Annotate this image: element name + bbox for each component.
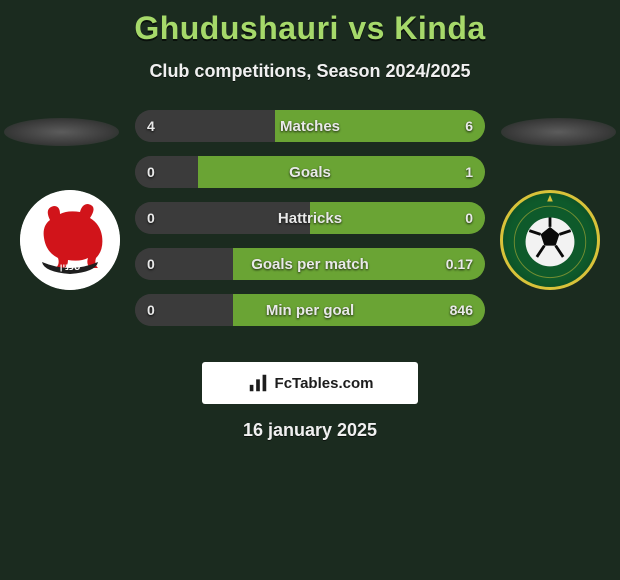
stat-bar-right bbox=[233, 294, 485, 326]
stat-row: Min per goal0846 bbox=[135, 294, 485, 326]
stat-row: Goals01 bbox=[135, 156, 485, 188]
club-crest-left: סכנין bbox=[20, 190, 120, 290]
maccabi-crest-icon bbox=[503, 193, 597, 287]
svg-text:סכנין: סכנין bbox=[60, 262, 81, 272]
bar-chart-icon bbox=[247, 372, 269, 394]
stat-row: Matches46 bbox=[135, 110, 485, 142]
page-title: Ghudushauri vs Kinda bbox=[0, 0, 620, 47]
comparison-arena: סכנין Matches46 Goals01 Hattricks00 Goals p… bbox=[0, 110, 620, 340]
date-text: 16 january 2025 bbox=[0, 420, 620, 441]
player-shadow-right bbox=[501, 118, 616, 146]
attribution-text: FcTables.com bbox=[275, 375, 374, 392]
attribution-badge: FcTables.com bbox=[202, 362, 418, 404]
club-crest-right bbox=[500, 190, 600, 290]
stat-bar-left bbox=[135, 110, 275, 142]
stat-bar-right bbox=[310, 202, 485, 234]
stat-row: Goals per match00.17 bbox=[135, 248, 485, 280]
subtitle: Club competitions, Season 2024/2025 bbox=[0, 61, 620, 82]
stat-bar-left bbox=[135, 202, 310, 234]
stat-bar-left bbox=[135, 248, 233, 280]
stat-row: Hattricks00 bbox=[135, 202, 485, 234]
bull-crest-icon: סכנין bbox=[20, 190, 120, 290]
player-shadow-left bbox=[4, 118, 119, 146]
stat-bar-right bbox=[198, 156, 485, 188]
stat-bar-left bbox=[135, 294, 233, 326]
stat-bar-right bbox=[233, 248, 485, 280]
stat-bar-right bbox=[275, 110, 485, 142]
stat-bars: Matches46 Goals01 Hattricks00 Goals per mat… bbox=[135, 110, 485, 340]
stat-bar-left bbox=[135, 156, 198, 188]
